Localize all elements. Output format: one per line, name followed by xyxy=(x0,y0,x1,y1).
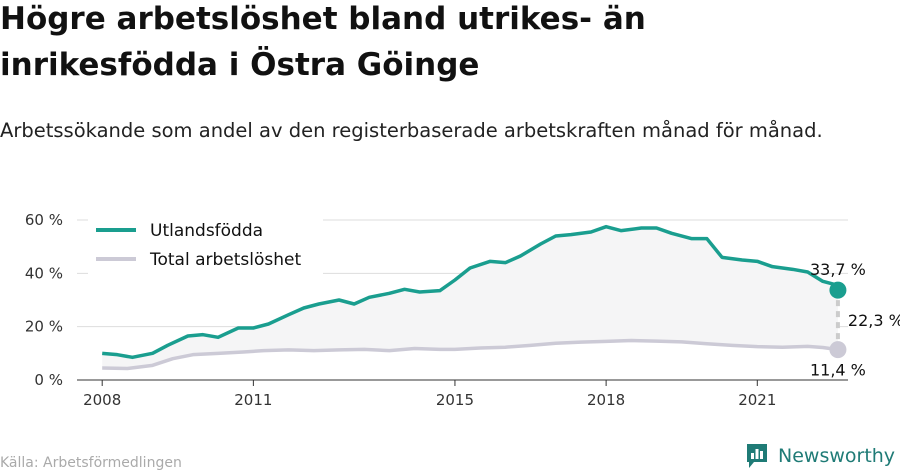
series-line-foreign xyxy=(102,224,840,360)
x-tick-label: 2008 xyxy=(83,391,121,409)
chart-subtitle: Arbetssökande som andel av den registerb… xyxy=(0,119,823,142)
data-label-foreign: 33,7 % xyxy=(810,260,866,279)
series-line-total xyxy=(102,338,839,371)
y-tick-label: 0 % xyxy=(34,371,63,389)
legend-box xyxy=(88,214,323,274)
y-tick-label: 60 % xyxy=(25,211,63,229)
end-point-foreign xyxy=(829,281,847,299)
x-tick-label: 2015 xyxy=(436,391,474,409)
end-point-total xyxy=(829,341,847,359)
legend-label-foreign: Utlandsfödda xyxy=(150,221,263,241)
y-tick-label: 40 % xyxy=(25,264,63,282)
y-tick-label: 20 % xyxy=(25,318,63,336)
source-note: Källa: Arbetsförmedlingen xyxy=(0,455,182,471)
data-label-total: 11,4 % xyxy=(810,361,866,380)
data-label-gap: 22,3 % xyxy=(848,311,900,330)
x-tick-label: 2021 xyxy=(738,391,776,409)
legend-label-total: Total arbetslöshet xyxy=(149,250,302,270)
brand-logo: Newsworthy xyxy=(745,440,895,472)
brand-name: Newsworthy xyxy=(778,445,896,467)
chart-title: Högre arbetslöshet bland utrikes- än inr… xyxy=(0,1,646,83)
newsworthy-logo-icon xyxy=(747,444,767,468)
line-chart: 0 % 20 % 40 % 60 % 2008 2011 2015 2018 2021 33,7 … xyxy=(25,211,900,409)
gap-area xyxy=(102,226,838,369)
x-tick-label: 2011 xyxy=(234,391,272,409)
x-tick-label: 2018 xyxy=(587,391,625,409)
